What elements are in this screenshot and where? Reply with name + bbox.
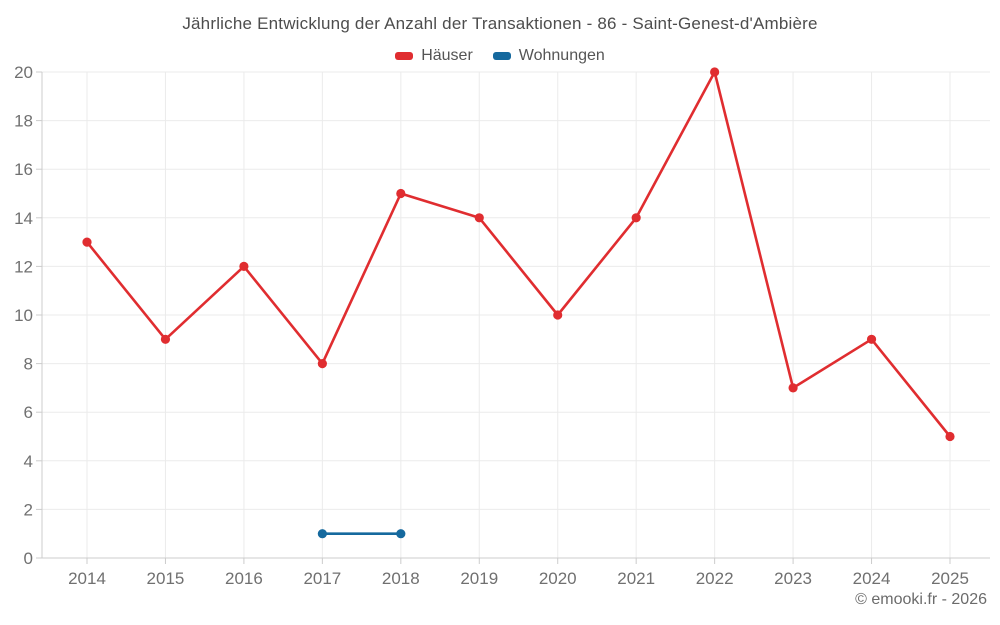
svg-text:2019: 2019 bbox=[460, 569, 498, 588]
svg-text:10: 10 bbox=[14, 306, 33, 325]
svg-text:2020: 2020 bbox=[539, 569, 577, 588]
svg-text:16: 16 bbox=[14, 160, 33, 179]
legend-item-haeuser[interactable]: Häuser bbox=[395, 47, 473, 65]
svg-text:2017: 2017 bbox=[303, 569, 341, 588]
svg-text:2018: 2018 bbox=[382, 569, 420, 588]
legend-label-wohnungen: Wohnungen bbox=[518, 47, 605, 64]
svg-text:2015: 2015 bbox=[147, 569, 185, 588]
svg-text:2023: 2023 bbox=[774, 569, 812, 588]
svg-text:0: 0 bbox=[24, 549, 33, 568]
svg-text:2025: 2025 bbox=[931, 569, 969, 588]
chart-title: Jährliche Entwicklung der Anzahl der Tra… bbox=[182, 14, 818, 33]
svg-text:2021: 2021 bbox=[617, 569, 655, 588]
svg-text:2016: 2016 bbox=[225, 569, 263, 588]
copyright-footer: © emooki.fr - 2026 bbox=[855, 591, 987, 608]
svg-text:8: 8 bbox=[24, 355, 33, 374]
svg-text:2022: 2022 bbox=[696, 569, 734, 588]
svg-text:14: 14 bbox=[14, 209, 33, 228]
svg-text:2024: 2024 bbox=[853, 569, 891, 588]
svg-text:6: 6 bbox=[24, 403, 33, 422]
legend-swatch-haeuser-icon bbox=[395, 52, 414, 60]
svg-text:12: 12 bbox=[14, 257, 33, 276]
svg-text:18: 18 bbox=[14, 112, 33, 131]
legend-label-haeuser: Häuser bbox=[421, 47, 473, 64]
svg-text:4: 4 bbox=[24, 452, 33, 471]
svg-text:20: 20 bbox=[14, 63, 33, 82]
svg-text:2014: 2014 bbox=[68, 569, 106, 588]
svg-text:2: 2 bbox=[24, 500, 33, 519]
legend-swatch-wohnungen-icon bbox=[492, 52, 511, 60]
legend-item-wohnungen[interactable]: Wohnungen bbox=[492, 47, 605, 65]
chart-legend: Häuser Wohnungen bbox=[0, 45, 1000, 67]
